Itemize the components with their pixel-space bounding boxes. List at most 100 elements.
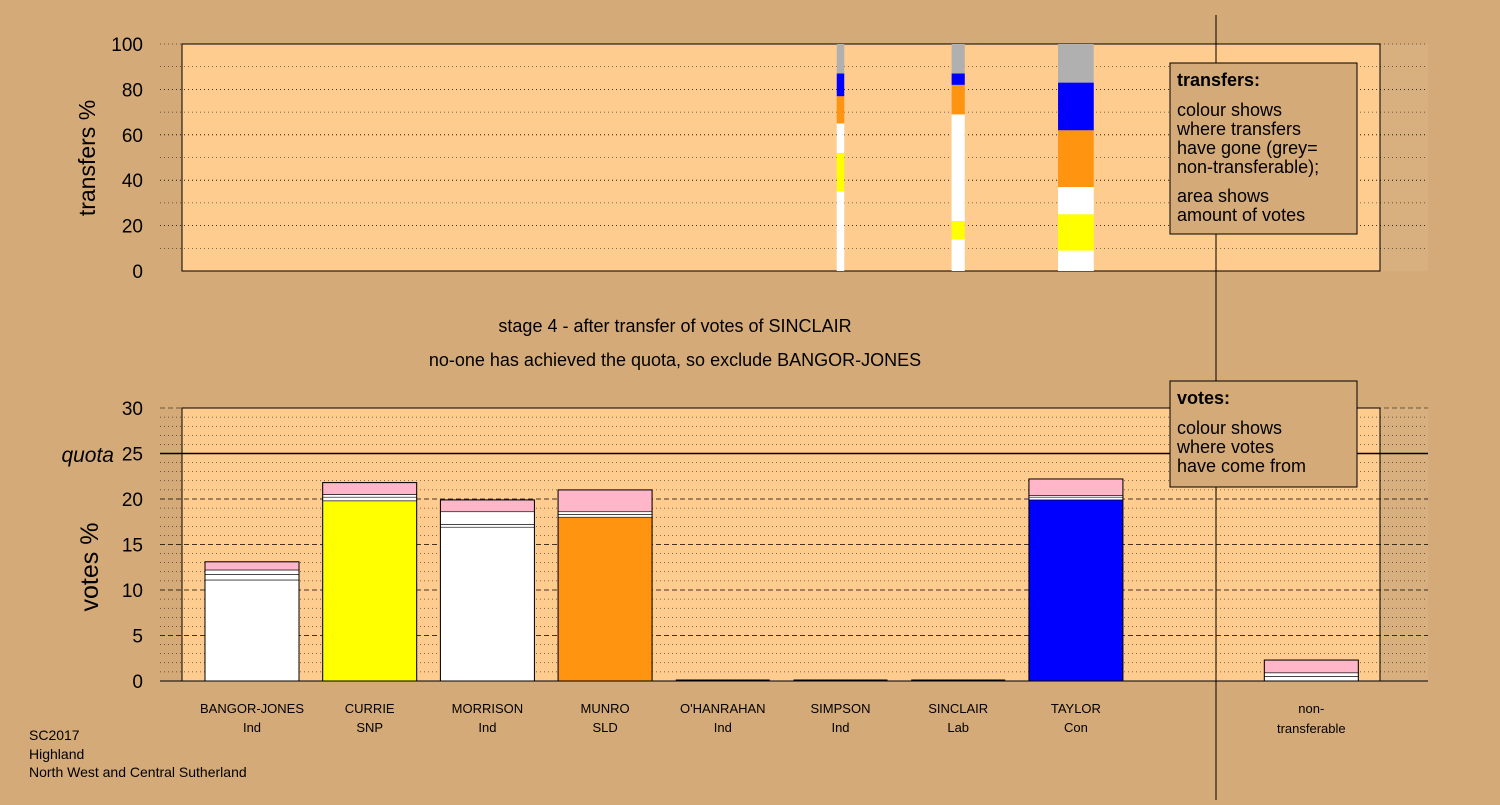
footer-council: Highland bbox=[29, 746, 84, 762]
y-tick-label: 40 bbox=[122, 171, 143, 192]
y-tick-label: 0 bbox=[132, 672, 143, 693]
y-tick-label: 10 bbox=[122, 581, 143, 602]
bar-segment bbox=[204, 561, 300, 571]
bar-segment bbox=[1058, 187, 1094, 215]
bar-segment bbox=[836, 96, 845, 124]
transfers-legend-line: have gone (grey= bbox=[1177, 138, 1318, 158]
candidate-party: Ind bbox=[243, 720, 261, 735]
votes-y-ticks: 0 5 10 15 20 25 30 bbox=[122, 399, 143, 693]
candidate-party: Ind bbox=[831, 720, 849, 735]
votes-legend-line: have come from bbox=[1177, 456, 1306, 476]
bar-segment bbox=[1264, 672, 1359, 677]
bar-segment bbox=[951, 239, 965, 271]
bar-segment bbox=[951, 44, 965, 74]
transfers-legend-title: transfers: bbox=[1177, 70, 1260, 90]
votes-panel: 0 5 10 15 20 25 30 quota votes % BANGOR-JONES I… bbox=[61, 399, 1428, 736]
bar-segment bbox=[1028, 496, 1124, 501]
bar-segment bbox=[440, 499, 535, 513]
bar-segment bbox=[951, 114, 965, 222]
candidate-labels: BANGOR-JONES Ind CURRIE SNP MORRISON Ind MUNRO… bbox=[200, 701, 1346, 736]
transfers-legend-box bbox=[1169, 62, 1358, 235]
bar-segment bbox=[836, 152, 845, 192]
bar-segment bbox=[836, 191, 845, 271]
y-tick-label: 20 bbox=[122, 217, 143, 238]
bar-segment bbox=[322, 482, 418, 495]
stage-title: stage 4 - after transfer of votes of SIN… bbox=[498, 316, 851, 336]
y-tick-label: 25 bbox=[122, 445, 143, 466]
quota-label: quota bbox=[61, 444, 114, 467]
bar-segment bbox=[951, 84, 965, 115]
nontransferable-label: non- bbox=[1298, 701, 1324, 716]
transfers-legend-line: area shows bbox=[1177, 186, 1269, 206]
y-tick-label: 0 bbox=[132, 262, 143, 283]
bar-segment bbox=[1058, 250, 1094, 271]
y-tick-label: 5 bbox=[132, 627, 143, 648]
transfers-legend-line: amount of votes bbox=[1177, 205, 1305, 225]
votes-legend-line: colour shows bbox=[1177, 418, 1282, 438]
transfers-legend-line: where transfers bbox=[1176, 119, 1301, 139]
footer-election: SC2017 bbox=[29, 727, 80, 743]
candidate-name: TAYLOR bbox=[1051, 701, 1101, 716]
candidate-party: Con bbox=[1064, 720, 1088, 735]
y-tick-label: 15 bbox=[122, 536, 143, 557]
candidate-party: Ind bbox=[714, 720, 732, 735]
bar-segment bbox=[557, 511, 653, 515]
bar-segment bbox=[204, 574, 300, 581]
candidate-name: MUNRO bbox=[581, 701, 630, 716]
bar-segment bbox=[1028, 499, 1124, 682]
footer-ward: North West and Central Sutherland bbox=[29, 764, 247, 780]
bar-segment bbox=[322, 494, 418, 498]
y-tick-label: 30 bbox=[122, 399, 143, 420]
bar-segment bbox=[557, 514, 653, 518]
candidate-name: CURRIE bbox=[345, 701, 395, 716]
bar-segment bbox=[951, 221, 965, 240]
transfers-legend: transfers: colour shows where transfers … bbox=[1169, 62, 1358, 235]
bar-segment bbox=[951, 73, 965, 85]
bar-segment bbox=[440, 511, 535, 525]
transfers-bars bbox=[836, 44, 1094, 271]
votes-legend-box bbox=[1169, 380, 1358, 488]
candidate-party: SNP bbox=[356, 720, 383, 735]
candidate-party: SLD bbox=[592, 720, 617, 735]
candidate-name: SINCLAIR bbox=[928, 701, 988, 716]
bar-segment bbox=[1058, 130, 1094, 188]
votes-legend: votes: colour shows where votes have com… bbox=[1169, 380, 1358, 488]
bar-segment bbox=[322, 496, 418, 502]
candidate-name: BANGOR-JONES bbox=[200, 701, 304, 716]
bar-segment bbox=[440, 526, 535, 682]
transfers-legend-line: non-transferable); bbox=[1177, 157, 1319, 177]
candidate-name: O'HANRAHAN bbox=[680, 701, 766, 716]
votes-legend-line: where votes bbox=[1176, 437, 1274, 457]
bar-segment bbox=[836, 44, 845, 74]
bar-segment bbox=[836, 123, 845, 153]
bar-segment bbox=[836, 73, 845, 97]
candidate-name: SIMPSON bbox=[811, 701, 871, 716]
transfers-y-ticks: 0 20 40 60 80 100 bbox=[111, 35, 143, 283]
votes-legend-title: votes: bbox=[1177, 388, 1230, 408]
candidate-party: Lab bbox=[947, 720, 969, 735]
y-tick-label: 100 bbox=[111, 35, 143, 56]
y-tick-label: 20 bbox=[122, 490, 143, 511]
bar-segment bbox=[1058, 44, 1094, 83]
bar-segment bbox=[1028, 478, 1124, 496]
transfers-y-axis-label: transfers % bbox=[74, 100, 100, 216]
transfers-legend-line: colour shows bbox=[1177, 100, 1282, 120]
bar-segment bbox=[204, 569, 300, 575]
bar-segment bbox=[1264, 659, 1359, 674]
bar-segment bbox=[204, 579, 300, 682]
y-tick-label: 60 bbox=[122, 126, 143, 147]
y-tick-label: 80 bbox=[122, 80, 143, 101]
bar-segment bbox=[1264, 676, 1359, 682]
votes-y-axis-label: votes % bbox=[76, 523, 104, 612]
bar-segment bbox=[440, 524, 535, 528]
candidate-party: Ind bbox=[478, 720, 496, 735]
candidate-name: MORRISON bbox=[452, 701, 524, 716]
nontransferable-label: transferable bbox=[1277, 721, 1346, 736]
bar-segment bbox=[557, 516, 653, 682]
bar-segment bbox=[1058, 214, 1094, 251]
bar-segment bbox=[322, 500, 418, 682]
bar-segment bbox=[1058, 82, 1094, 131]
bar-segment bbox=[557, 489, 653, 513]
stage-subtitle: no-one has achieved the quota, so exclud… bbox=[429, 350, 921, 370]
